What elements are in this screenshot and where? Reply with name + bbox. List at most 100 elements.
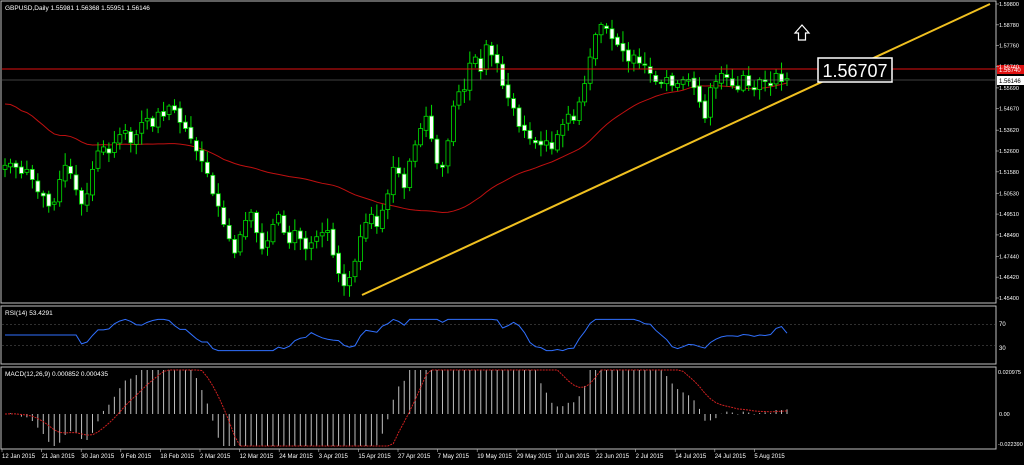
candle bbox=[111, 131, 117, 158]
candle bbox=[478, 49, 484, 80]
candle bbox=[265, 231, 270, 256]
candle bbox=[19, 160, 24, 179]
candle bbox=[511, 93, 516, 116]
candle bbox=[751, 80, 757, 97]
candle bbox=[29, 164, 35, 189]
price-tick: 1.55690 bbox=[999, 86, 1019, 92]
candle bbox=[281, 210, 287, 236]
date-tick: 30 Jan 2015 bbox=[81, 454, 115, 460]
date-tick: 2 Jul 2015 bbox=[636, 454, 664, 460]
candle bbox=[297, 227, 303, 251]
candle bbox=[259, 223, 265, 255]
hline-price-tag bbox=[997, 65, 1024, 74]
macd-pane[interactable] bbox=[0, 366, 997, 450]
candle bbox=[8, 158, 13, 174]
price-tick: 1.48490 bbox=[999, 233, 1019, 239]
candle bbox=[270, 218, 276, 245]
candle bbox=[401, 167, 407, 199]
trend-line[interactable] bbox=[361, 3, 991, 296]
candle bbox=[500, 56, 506, 90]
date-tick: 22 Jun 2015 bbox=[596, 454, 630, 460]
rsi-label: RSI(14) 53.4291 bbox=[5, 310, 53, 317]
price-tick: 1.51580 bbox=[999, 170, 1019, 176]
candle bbox=[598, 22, 604, 44]
candle bbox=[128, 127, 134, 153]
candle bbox=[57, 170, 63, 207]
candle bbox=[139, 110, 145, 145]
candle bbox=[161, 101, 166, 122]
main-pane[interactable] bbox=[0, 0, 997, 304]
candle bbox=[412, 140, 418, 168]
candle bbox=[642, 52, 648, 74]
candle bbox=[374, 204, 380, 234]
candle bbox=[155, 107, 161, 134]
date-tick: 18 Feb 2015 bbox=[160, 454, 194, 460]
candle bbox=[779, 62, 784, 91]
candle bbox=[303, 230, 309, 261]
candle bbox=[183, 115, 188, 132]
candle bbox=[254, 210, 259, 243]
candle bbox=[718, 66, 724, 90]
candle bbox=[418, 123, 424, 148]
candle bbox=[73, 164, 79, 196]
candle bbox=[248, 209, 254, 228]
candle bbox=[46, 190, 52, 213]
date-tick: 12 Mar 2015 bbox=[240, 454, 274, 460]
candle bbox=[133, 129, 139, 155]
candle bbox=[533, 136, 538, 149]
candle bbox=[757, 77, 763, 100]
price-tick: 1.59800 bbox=[999, 2, 1019, 8]
price-tick: 1.56740 bbox=[999, 64, 1019, 70]
candle bbox=[647, 57, 653, 83]
date-tick: 12 Jan 2015 bbox=[2, 454, 36, 460]
date-tick: 14 Jul 2015 bbox=[675, 454, 707, 460]
candle bbox=[166, 103, 172, 121]
rsi-pane[interactable] bbox=[0, 305, 997, 365]
candle bbox=[516, 104, 522, 133]
candle bbox=[543, 129, 549, 152]
candle bbox=[582, 75, 588, 107]
candle bbox=[631, 49, 637, 72]
candle bbox=[494, 44, 500, 73]
candle bbox=[79, 187, 84, 216]
candle bbox=[319, 222, 325, 248]
candle bbox=[13, 160, 19, 179]
candle bbox=[522, 115, 527, 139]
date-tick: 29 May 2015 bbox=[517, 454, 552, 460]
rsi-line bbox=[2, 318, 996, 352]
hline-price-tag-text: 1.56740 bbox=[999, 68, 1021, 74]
candle bbox=[554, 130, 560, 153]
candle bbox=[199, 141, 205, 173]
candles-group bbox=[2, 19, 790, 297]
candle bbox=[697, 77, 702, 108]
price-scale[interactable] bbox=[997, 0, 1024, 450]
up-arrow-icon[interactable] bbox=[793, 24, 811, 41]
candle bbox=[325, 218, 331, 242]
candle bbox=[330, 222, 336, 258]
date-tick: 27 Apr 2015 bbox=[398, 454, 431, 460]
candle bbox=[51, 198, 57, 211]
candle bbox=[84, 182, 90, 212]
candle bbox=[664, 70, 670, 92]
candle bbox=[675, 80, 681, 91]
candle bbox=[352, 258, 358, 283]
main-chart-label: GBPUSD,Daily 1.55981 1.56368 1.55951 1.5… bbox=[5, 5, 150, 12]
candle bbox=[527, 122, 533, 145]
macd-histogram bbox=[4, 369, 788, 447]
candle bbox=[35, 173, 41, 199]
candle bbox=[2, 158, 8, 178]
date-tick: 9 Feb 2015 bbox=[121, 454, 152, 460]
candle bbox=[483, 39, 489, 76]
price-ticks: 1.59800 1.58780 1.57760 1.56740 1.55690 1.546… bbox=[996, 2, 1019, 302]
candle bbox=[286, 225, 292, 249]
candle bbox=[396, 157, 402, 178]
price-callout[interactable]: 1.56707 bbox=[817, 57, 893, 83]
candle bbox=[390, 156, 396, 203]
candle bbox=[604, 23, 609, 34]
bid-price-tag-text: 1.56146 bbox=[999, 79, 1021, 85]
candle bbox=[358, 224, 363, 271]
candle bbox=[106, 142, 112, 163]
candle bbox=[172, 99, 177, 114]
date-tick: 7 May 2015 bbox=[438, 454, 470, 460]
